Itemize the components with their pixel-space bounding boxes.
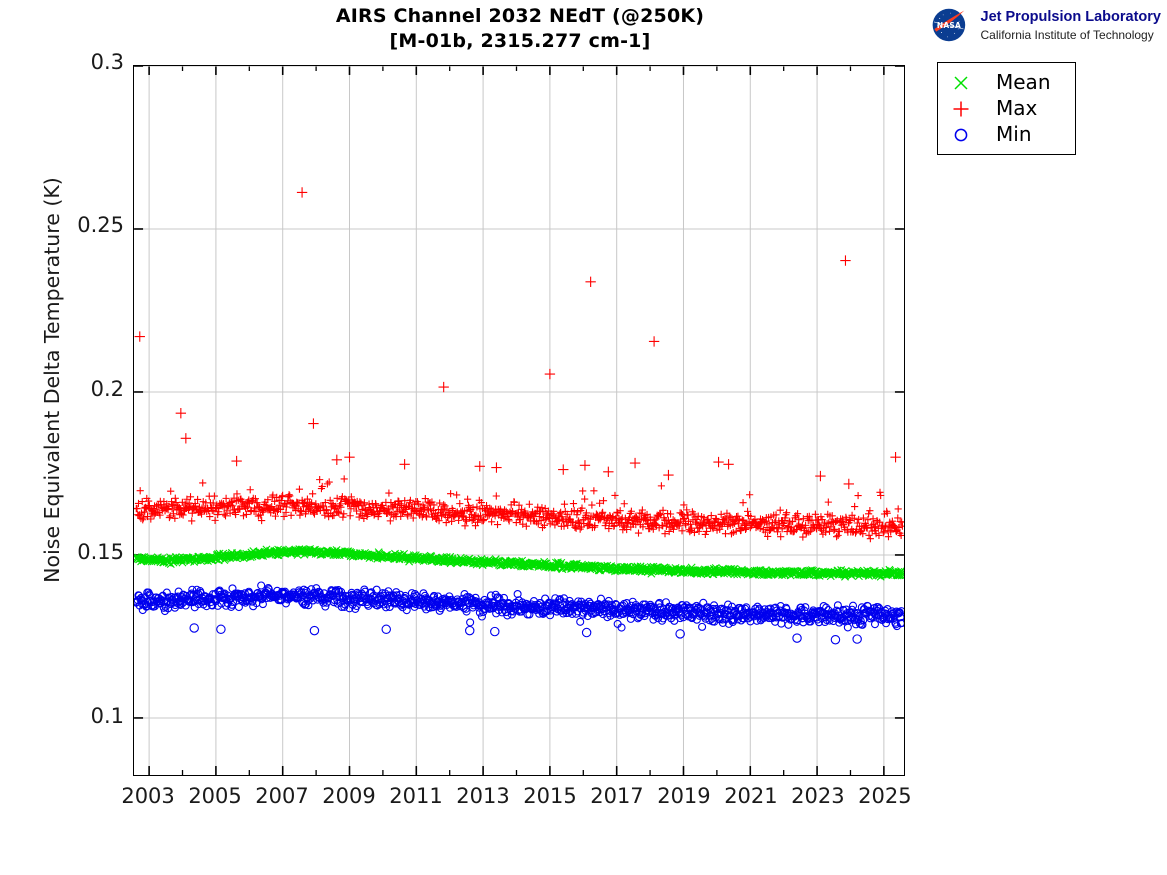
legend-item-max[interactable]: Max (938, 95, 1075, 121)
y-tick-label: 0.15 (77, 540, 124, 565)
x-tick-label: 2003 (121, 784, 175, 808)
legend-item-min[interactable]: Min (938, 121, 1075, 147)
x-tick-label: 2007 (255, 784, 309, 808)
x-tick-label: 2021 (724, 784, 778, 808)
x-tick-label: 2019 (657, 784, 711, 808)
series-min (134, 581, 904, 645)
y-tick-label: 0.3 (90, 50, 124, 74)
x-tick-label: 2025 (858, 784, 912, 808)
chart-title: AIRS Channel 2032 NEdT (@250K) [M-01b, 2… (0, 4, 1040, 54)
x-tick-label: 2017 (590, 784, 644, 808)
x-tick-label: 2015 (523, 784, 577, 808)
chart-title-line-1: AIRS Channel 2032 NEdT (@250K) (335, 5, 705, 27)
y-tick-label: 0.25 (77, 213, 124, 238)
jpl-branding: NASA Jet Propulsion Laboratory Californi… (930, 6, 1161, 44)
plot-area (133, 65, 905, 776)
x-tick-label: 2005 (188, 784, 242, 808)
grid-lines (134, 66, 904, 775)
y-tick-label: 0.2 (90, 376, 124, 401)
jpl-institute-name: California Institute of Technology (980, 28, 1154, 43)
series-mean (134, 544, 904, 581)
x-tick-label: 2023 (791, 784, 845, 808)
x-tick-label: 2011 (389, 784, 443, 808)
legend-marker-o-icon (938, 124, 984, 144)
legend-label: Mean (996, 70, 1051, 94)
legend-label: Min (996, 122, 1032, 146)
jpl-org-name: Jet Propulsion Laboratory (980, 8, 1161, 25)
series-max (134, 187, 904, 543)
chart-legend: Mean Max Min (937, 62, 1076, 155)
legend-marker-+-icon (938, 98, 984, 118)
x-tick-label: 2009 (322, 784, 376, 808)
y-tick-label: 0.1 (90, 703, 124, 728)
scatter-points (134, 187, 904, 645)
legend-item-mean[interactable]: Mean (938, 69, 1075, 95)
jpl-text-block: Jet Propulsion Laboratory California Ins… (981, 7, 1161, 43)
legend-label: Max (996, 96, 1038, 120)
chart-title-line-2: [M-01b, 2315.277 cm-1] (389, 30, 651, 52)
x-tick-label: 2013 (456, 784, 510, 808)
nasa-meatball-icon: NASA (930, 6, 974, 44)
legend-marker-x-icon (938, 72, 984, 92)
svg-text:NASA: NASA (936, 21, 960, 30)
